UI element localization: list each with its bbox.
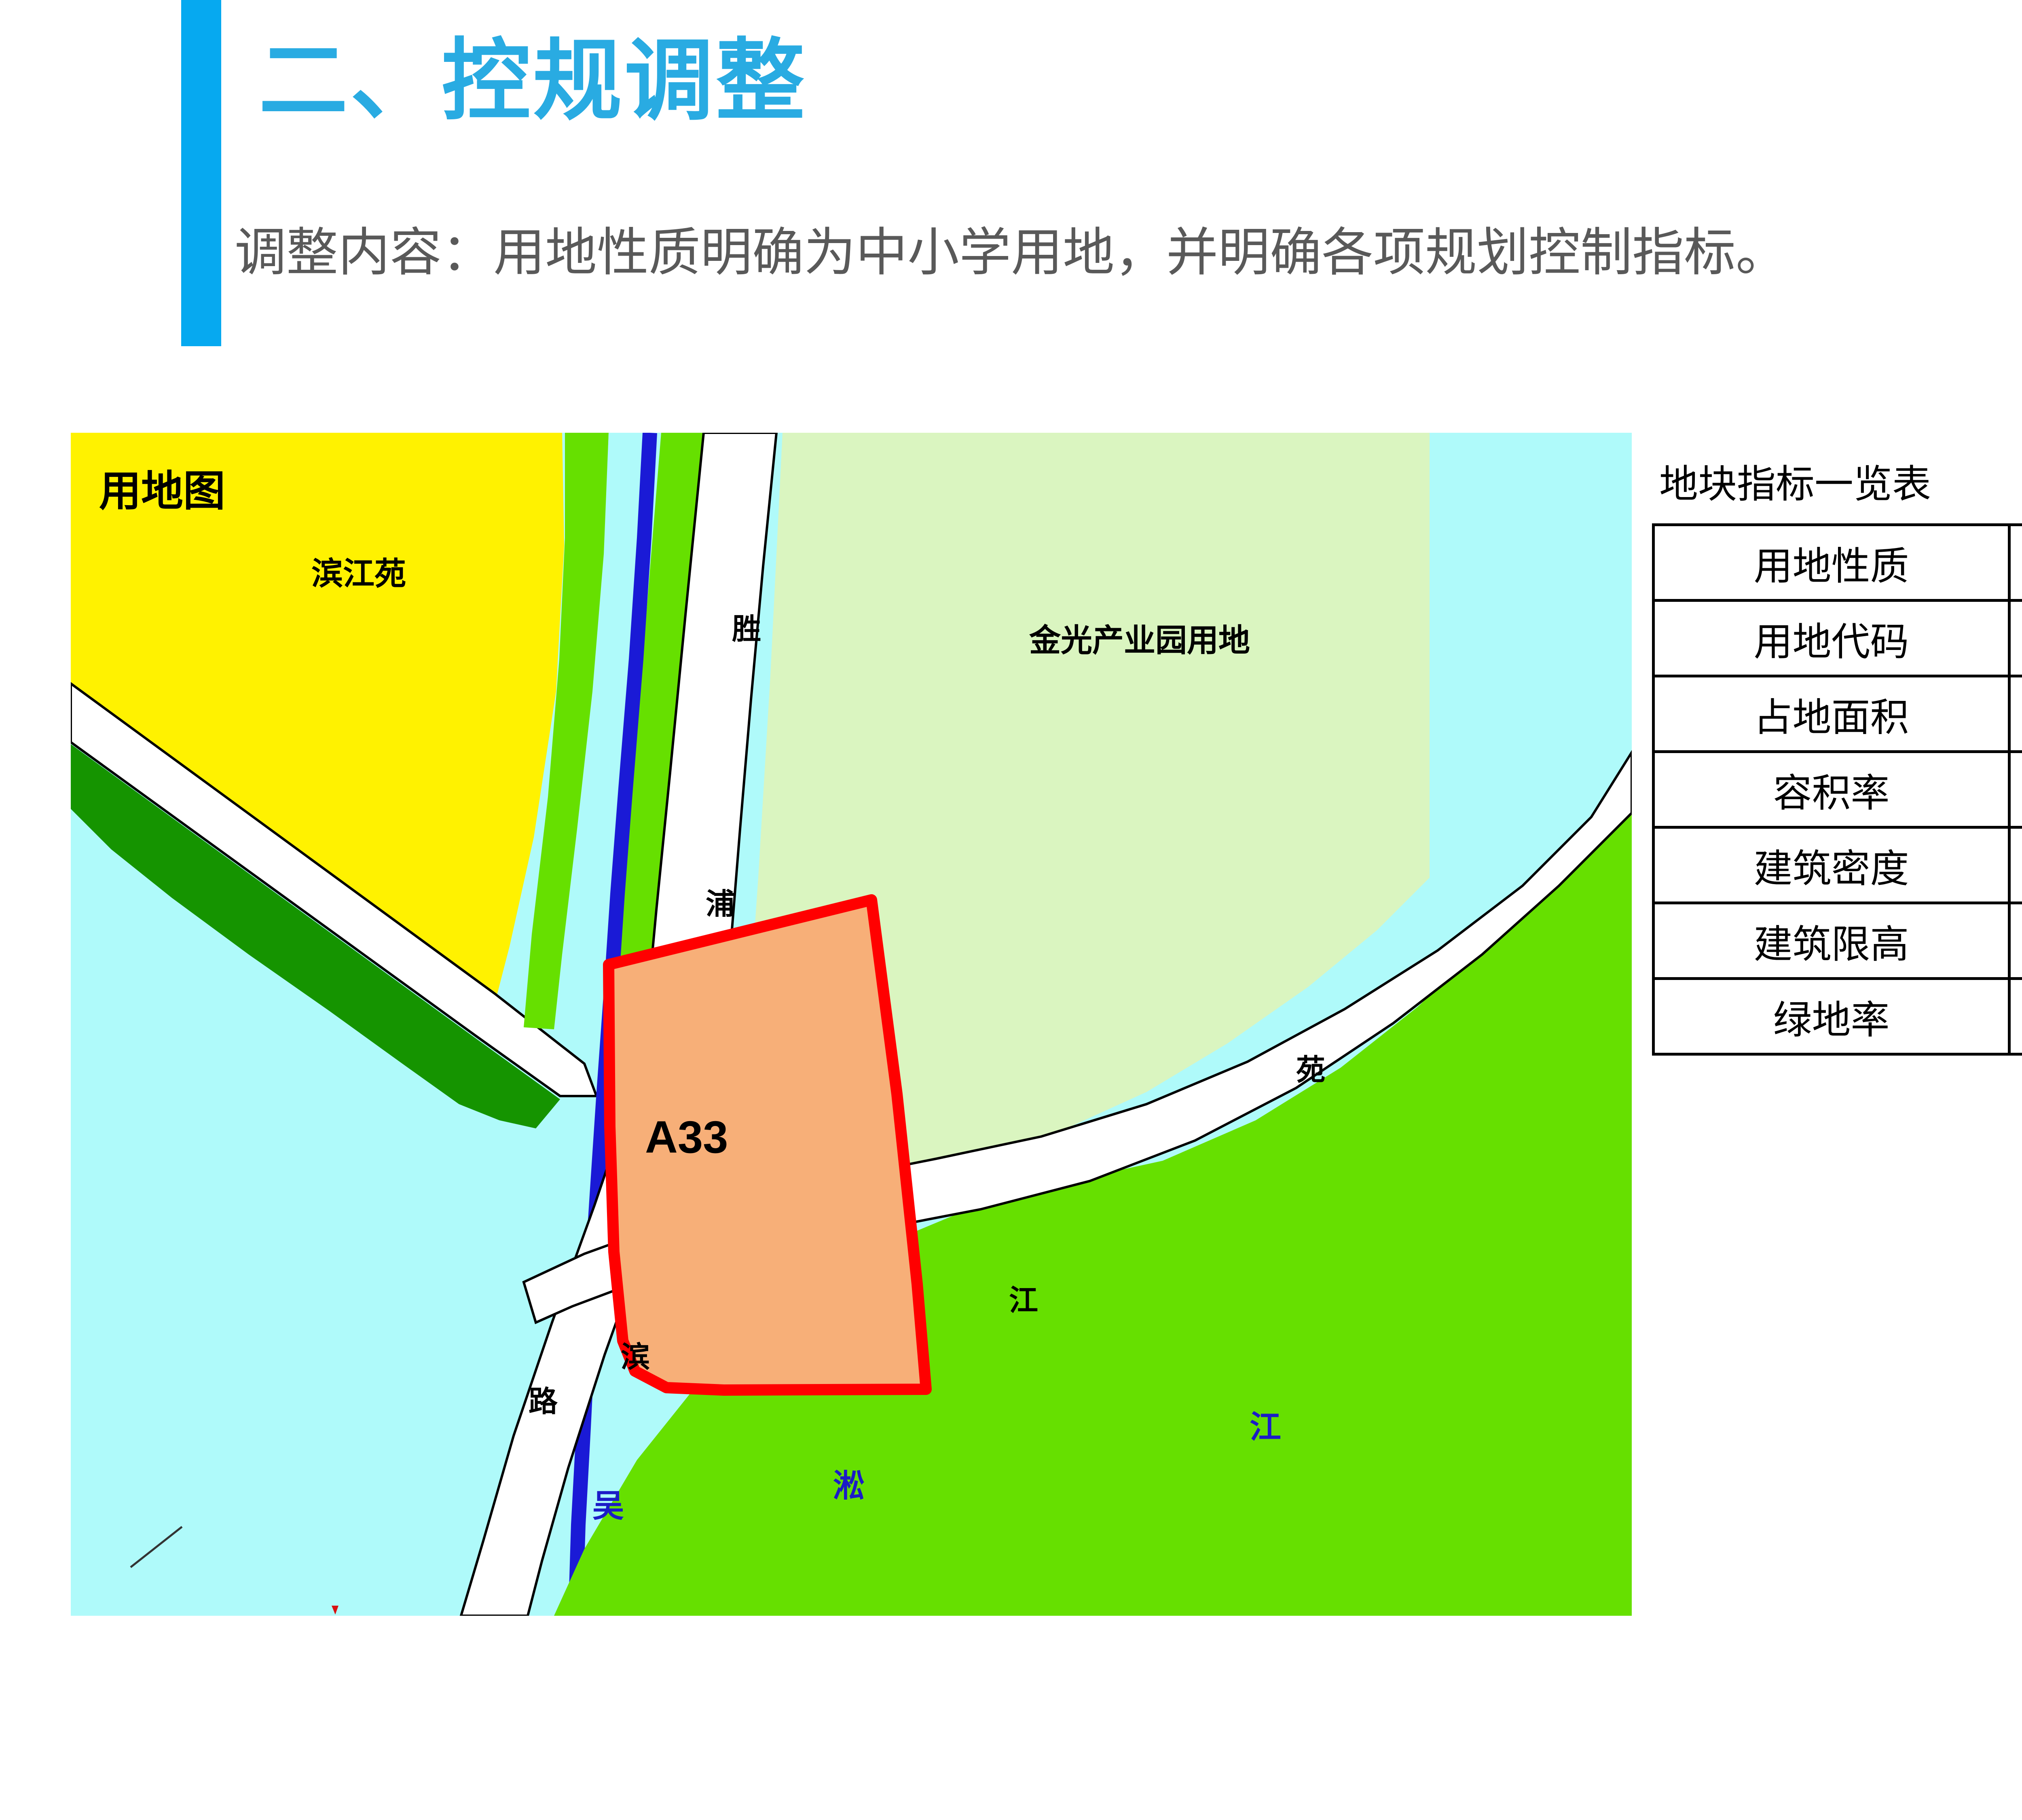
water-thin-line <box>130 1526 183 1568</box>
river-label-2: 淞 <box>833 1468 865 1503</box>
canal-east-green <box>605 433 704 1031</box>
page-subtitle: 调整内容：用地性质明确为中小学用地，并明确各项规划控制指标。 <box>235 224 1788 281</box>
canal-water-channel <box>562 433 642 1027</box>
indicator-table: 用地性质 中小学用地 用地代码 A33 占地面积 2.14公顷 容积率 1.2 … <box>1652 523 2022 1056</box>
table-row: 绿地率 25% <box>1652 977 2022 1056</box>
industrial-park-label: 金光产业园用地 <box>1029 622 1250 658</box>
table-row: 用地性质 中小学用地 <box>1652 523 2022 602</box>
parcel-a33-label: A33 <box>645 1112 728 1162</box>
table-cell-key: 用地性质 <box>1652 523 2011 602</box>
table-cell-key: 建筑限高 <box>1652 902 2011 980</box>
table-cell-key: 建筑密度 <box>1652 826 2011 904</box>
parcel-a33-polygon <box>603 894 932 1396</box>
page-title: 二、控规调整 <box>259 31 808 131</box>
table-cell-key: 绿地率 <box>1652 977 2011 1056</box>
table-cell-value: 1.2 <box>2008 750 2022 829</box>
map-caption-text: 用地图 <box>99 468 225 515</box>
road-diagonal-band <box>71 682 599 1097</box>
road-binjiangyuan-label-1: 滨 <box>621 1341 650 1373</box>
table-cell-value: 中小学用地 <box>2008 523 2022 602</box>
red-tick-mark <box>332 1606 338 1615</box>
table-cell-value: 2.14公顷 <box>2008 675 2022 753</box>
indicator-table-body: 用地性质 中小学用地 用地代码 A33 占地面积 2.14公顷 容积率 1.2 … <box>1652 523 2022 1056</box>
residential-zone-polygon <box>71 433 564 1001</box>
table-row: 建筑限高 40米 <box>1652 902 2022 980</box>
table-cell-value: 40米 <box>2008 902 2022 980</box>
table-cell-key: 用地代码 <box>1652 599 2011 677</box>
river-label-3: 江 <box>1250 1409 1281 1445</box>
table-cell-value: 40% <box>2008 826 2022 904</box>
map-canvas: 用地图 滨江苑 金光产业园用地 胜 浦 路 滨 江 苑 吴 淞 江 A33 <box>71 433 1632 1616</box>
road-shengpu-label-2: 浦 <box>706 888 735 921</box>
indicator-table-panel: 地块指标一览表 用地性质 中小学用地 用地代码 A33 占地面积 2.14公顷 … <box>1652 465 2022 1056</box>
road-binjiangyuan-label-3: 苑 <box>1296 1054 1325 1086</box>
river-label-1: 吴 <box>592 1488 624 1524</box>
indicator-table-caption: 地块指标一览表 <box>1659 463 1931 506</box>
road-binjiangyuan-label-2: 江 <box>1009 1285 1038 1317</box>
road-shengpu-label-3: 路 <box>529 1386 558 1418</box>
road-shengpu-label-1: 胜 <box>732 613 761 645</box>
table-cell-value: A33 <box>2008 599 2022 677</box>
green-buffer-strip <box>71 744 560 1128</box>
table-cell-value: 25% <box>2008 977 2022 1056</box>
canal-west-green <box>524 433 609 1029</box>
table-cell-key: 容积率 <box>1652 750 2011 829</box>
table-row: 用地代码 A33 <box>1652 599 2022 677</box>
land-use-map: 用地图 滨江苑 金光产业园用地 胜 浦 路 滨 江 苑 吴 淞 江 A33 <box>71 433 1632 1616</box>
industrial-park-zone <box>745 433 1430 1181</box>
east-green-belt <box>554 789 1632 1616</box>
table-row: 占地面积 2.14公顷 <box>1652 675 2022 753</box>
header-accent-bar <box>181 0 221 346</box>
table-row: 容积率 1.2 <box>1652 750 2022 829</box>
table-cell-key: 占地面积 <box>1652 675 2011 753</box>
table-row: 建筑密度 40% <box>1652 826 2022 904</box>
residential-zone-label: 滨江苑 <box>311 556 406 591</box>
